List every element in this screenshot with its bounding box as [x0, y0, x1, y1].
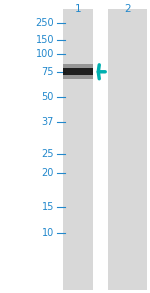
Text: 50: 50	[42, 92, 54, 102]
Bar	[63, 9, 93, 290]
Text: 75: 75	[42, 67, 54, 77]
Text: 1: 1	[75, 4, 81, 14]
Bar	[63, 64, 93, 79]
Text: 37: 37	[42, 117, 54, 127]
Text: 10: 10	[42, 228, 54, 238]
Text: 150: 150	[36, 35, 54, 45]
Text: 250: 250	[35, 18, 54, 28]
Bar	[108, 9, 147, 290]
Text: 2: 2	[124, 4, 131, 14]
Text: 25: 25	[42, 149, 54, 159]
Bar	[63, 69, 93, 75]
Text: 100: 100	[36, 49, 54, 59]
Text: 15: 15	[42, 202, 54, 212]
Text: 20: 20	[42, 168, 54, 178]
